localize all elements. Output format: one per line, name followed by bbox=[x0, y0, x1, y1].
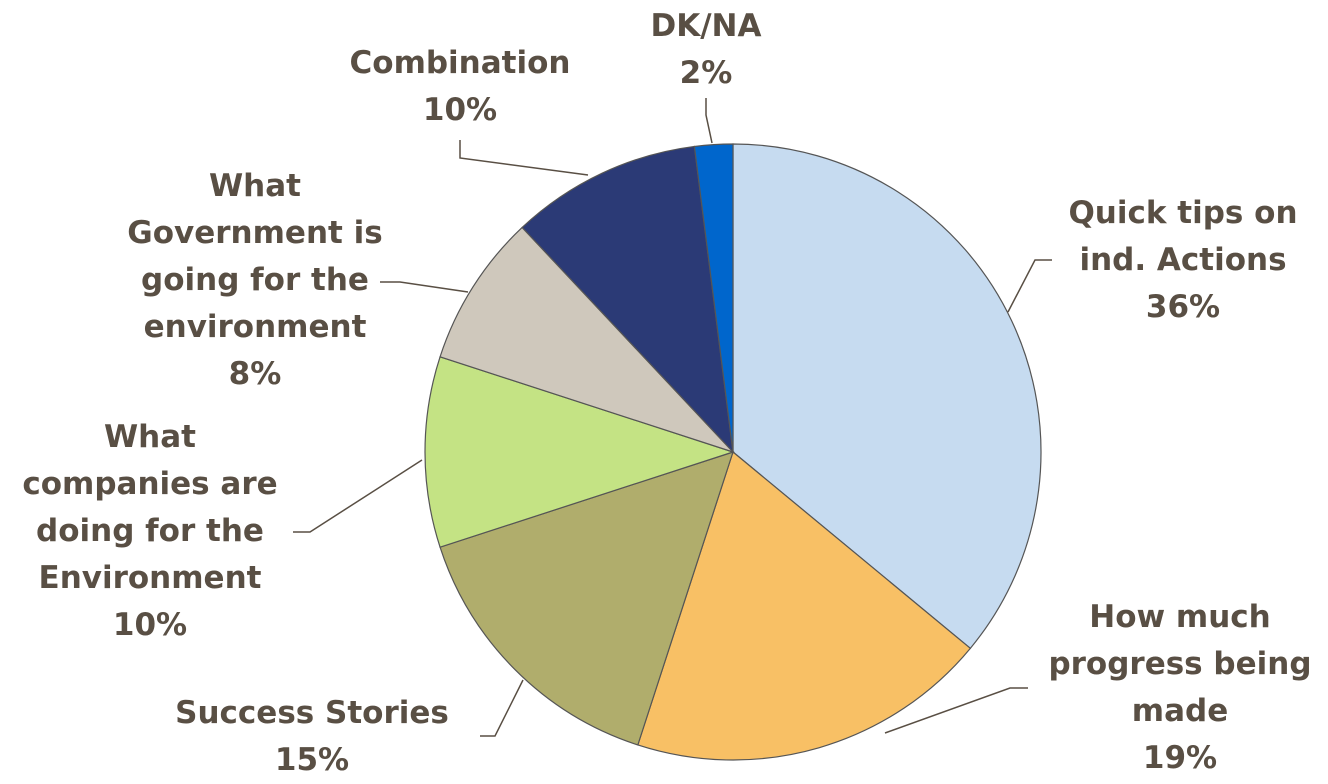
value-label: 15% bbox=[274, 742, 350, 778]
category-label: Combination bbox=[349, 45, 571, 81]
leader-line bbox=[480, 679, 524, 737]
value-label: 36% bbox=[1145, 289, 1221, 325]
slice-label: What Government is going for the environ… bbox=[124, 163, 386, 398]
leader-line bbox=[705, 98, 713, 144]
value-label: 19% bbox=[1142, 740, 1218, 776]
slices bbox=[424, 143, 1042, 761]
slice-label: Combination 10% bbox=[320, 40, 600, 134]
leader-lines bbox=[293, 98, 1052, 737]
slice-label: What companies are doing for the Environ… bbox=[14, 414, 286, 649]
leader-line bbox=[293, 459, 423, 533]
slice bbox=[732, 143, 1042, 650]
category-label: DK/NA bbox=[650, 8, 762, 44]
slice bbox=[693, 143, 734, 453]
slice-label: How much progress being made 19% bbox=[1030, 594, 1328, 782]
value-label: 2% bbox=[679, 55, 733, 91]
leader-line bbox=[1007, 259, 1052, 313]
value-label: 10% bbox=[112, 607, 188, 643]
slice bbox=[424, 356, 735, 548]
slice bbox=[637, 450, 972, 761]
slice bbox=[439, 451, 734, 746]
value-label: 8% bbox=[228, 356, 282, 392]
slice-label: Quick tips on ind. Actions 36% bbox=[1048, 190, 1318, 331]
slice-label: DK/NA 2% bbox=[626, 3, 786, 97]
leader-line bbox=[884, 687, 1028, 734]
slice bbox=[521, 145, 734, 454]
leader-line bbox=[459, 140, 589, 176]
value-label: 10% bbox=[422, 92, 498, 128]
category-label: How much progress being made bbox=[1048, 599, 1312, 729]
category-label: What companies are doing for the Environ… bbox=[22, 419, 278, 596]
slice-label: Success Stories 15% bbox=[147, 690, 477, 784]
leader-line bbox=[380, 281, 469, 293]
category-label: Quick tips on ind. Actions bbox=[1068, 195, 1298, 278]
category-label: What Government is going for the environ… bbox=[127, 168, 383, 345]
category-label: Success Stories bbox=[175, 695, 449, 731]
slice bbox=[439, 226, 734, 453]
